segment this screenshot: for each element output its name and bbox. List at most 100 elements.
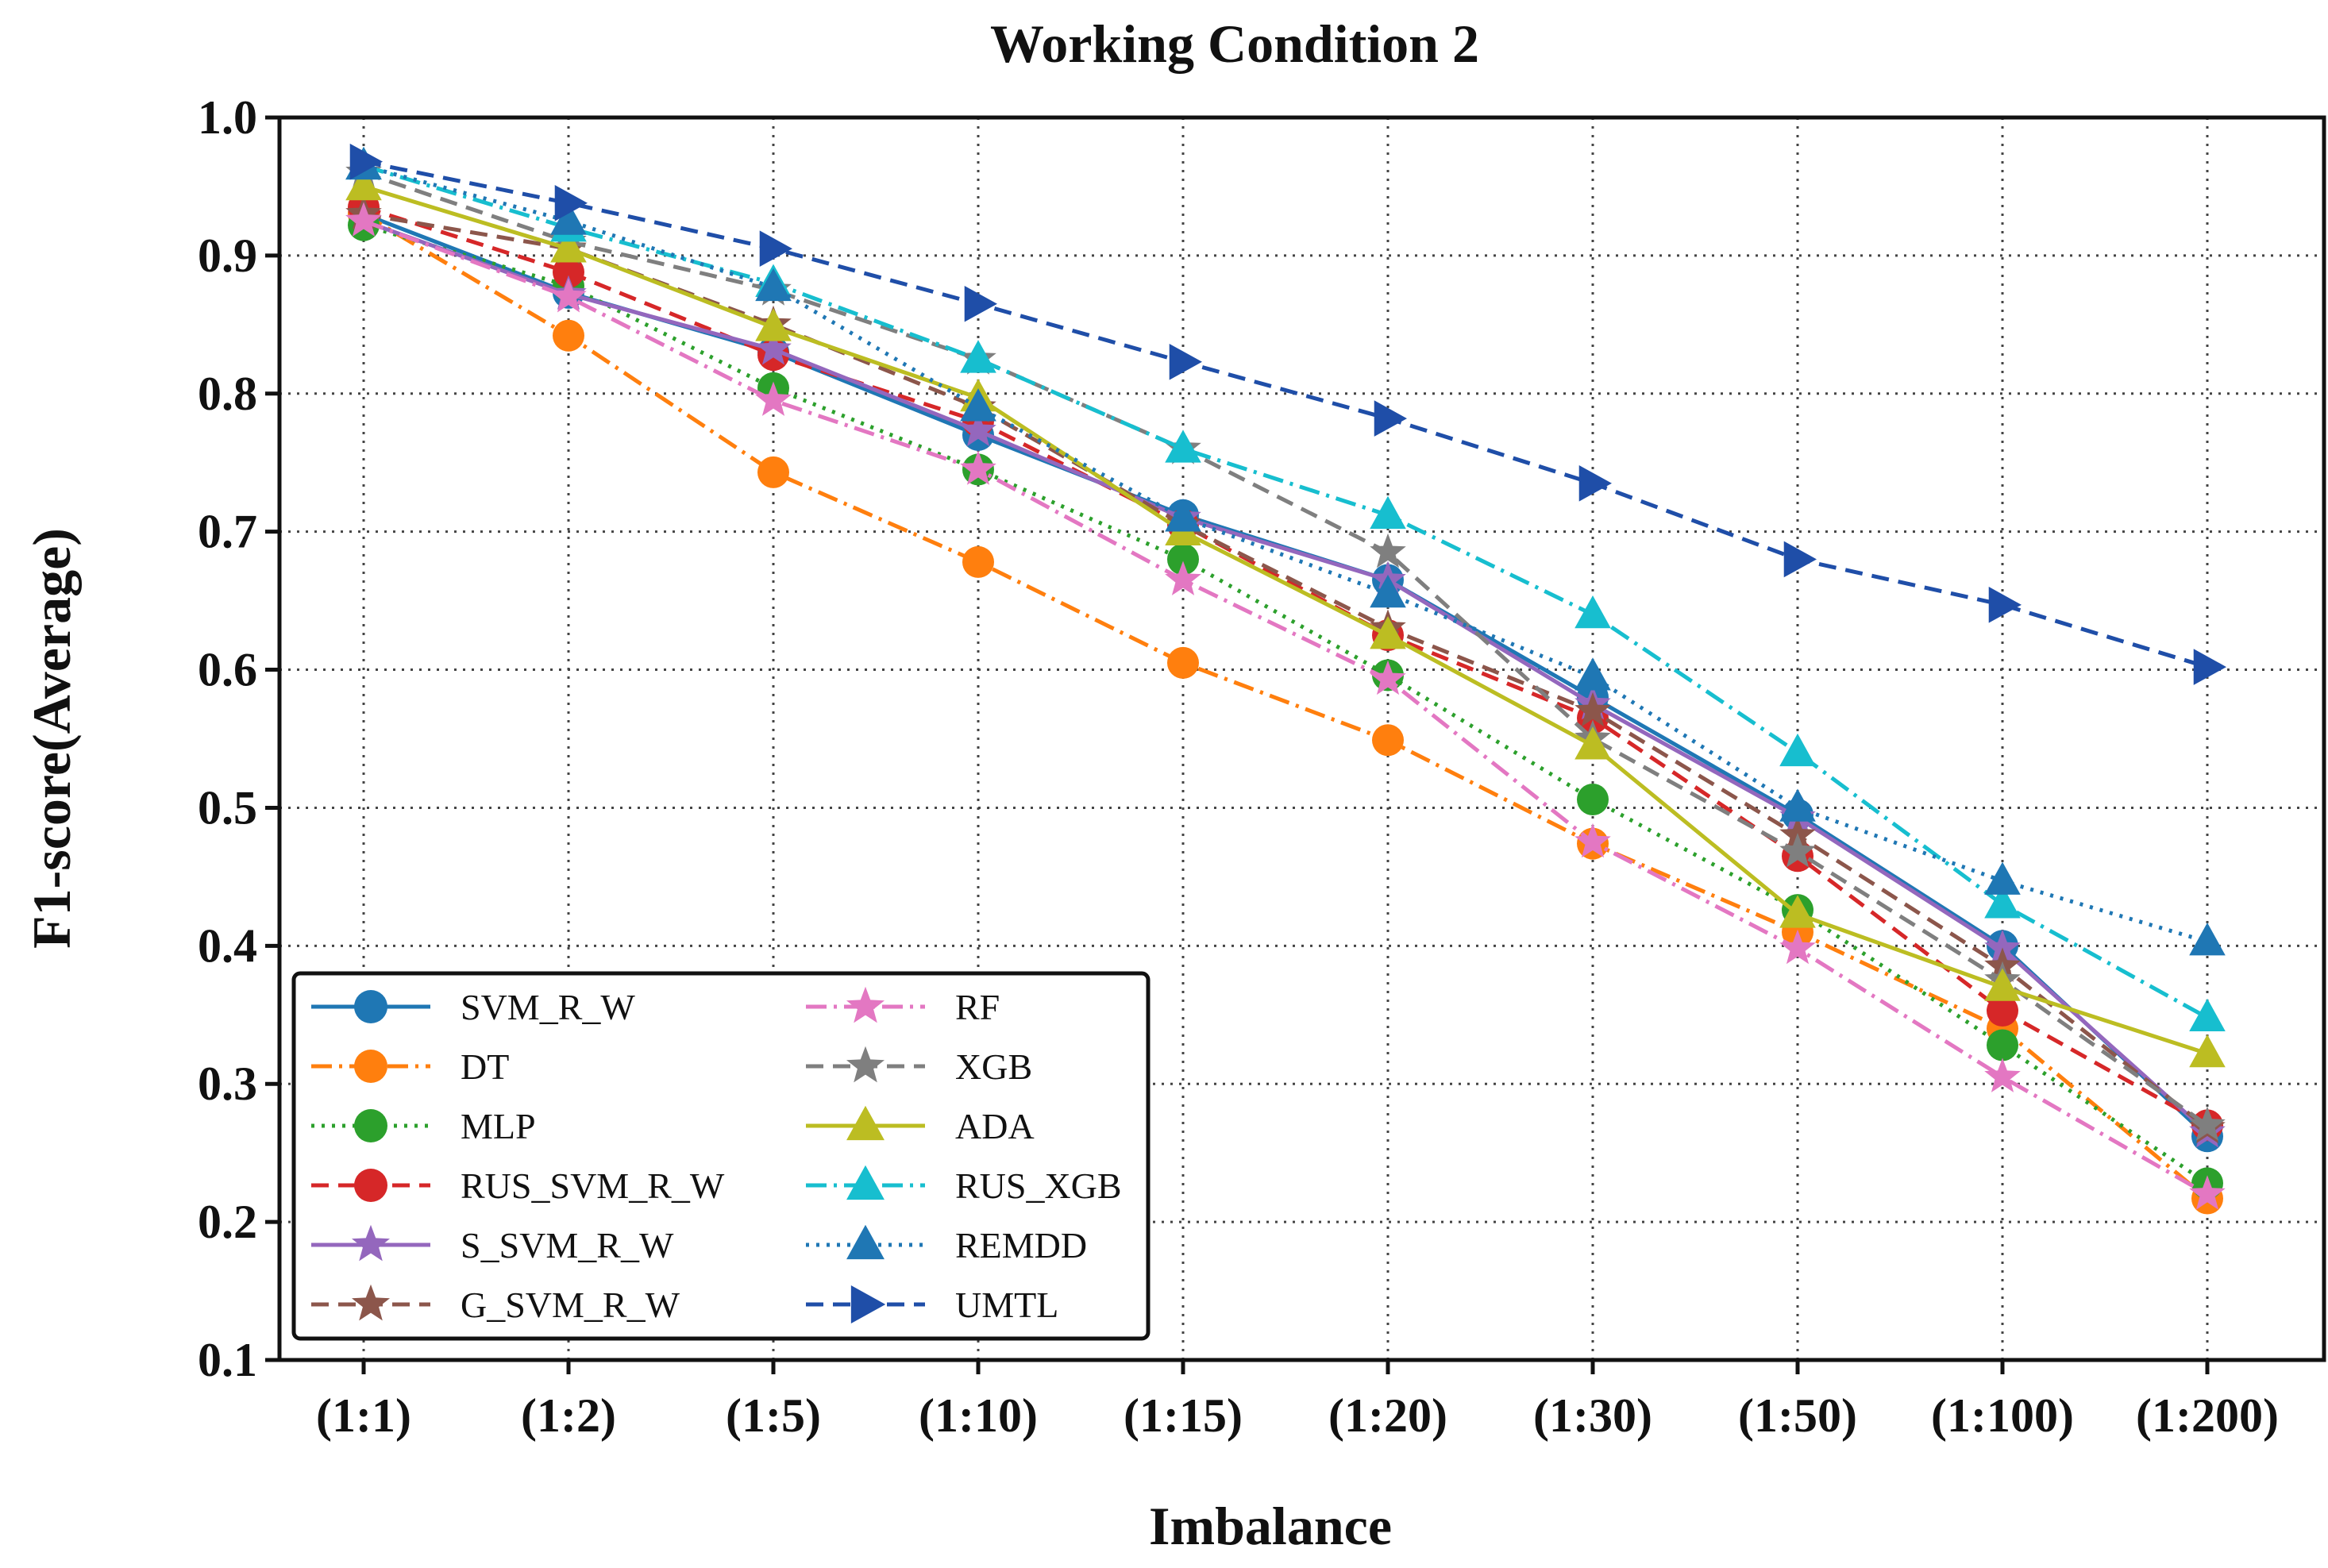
series-line-xgb bbox=[363, 171, 2209, 1127]
series-line-umtl bbox=[363, 160, 2208, 669]
data-point-ada bbox=[1984, 968, 2021, 1001]
legend-label: SVM_R_W bbox=[461, 987, 635, 1027]
y-tick-label: 0.8 bbox=[198, 368, 257, 420]
y-axis-label: F1-score(Average) bbox=[21, 528, 82, 949]
series-line-rus-svm-r-w bbox=[363, 205, 2209, 1127]
series-line-remdd bbox=[363, 164, 2208, 944]
data-point-rf bbox=[960, 450, 996, 485]
y-tick-label: 0.6 bbox=[198, 644, 257, 696]
x-tick-label: (1:2) bbox=[521, 1389, 616, 1442]
y-tick-label: 0.2 bbox=[198, 1196, 257, 1248]
legend-label: REMDD bbox=[955, 1225, 1087, 1266]
legend-marker bbox=[352, 1224, 390, 1262]
data-point-xgb bbox=[2189, 1106, 2226, 1141]
data-point-remdd bbox=[755, 268, 792, 302]
data-point-mlp bbox=[1167, 543, 1199, 576]
x-tick-label: (1:10) bbox=[919, 1389, 1038, 1442]
data-point-remdd bbox=[1370, 574, 1406, 608]
series-group bbox=[345, 143, 2226, 1215]
x-tick-label: (1:200) bbox=[2136, 1389, 2279, 1442]
legend-marker bbox=[354, 990, 387, 1023]
data-point-xgb bbox=[1370, 533, 1406, 568]
data-point-rus-xgb bbox=[1984, 885, 2021, 919]
data-point-rf bbox=[755, 381, 792, 416]
data-point-rus-svm-r-w bbox=[553, 256, 584, 288]
legend-label: UMTL bbox=[955, 1285, 1058, 1325]
data-point-ada bbox=[2189, 1034, 2226, 1068]
data-point-ada bbox=[1574, 726, 1611, 760]
data-point-ada bbox=[755, 308, 792, 341]
series-line-rus-xgb bbox=[363, 164, 2209, 1019]
x-tick-label: (1:50) bbox=[1738, 1389, 1857, 1442]
data-point-rf bbox=[2189, 1175, 2226, 1210]
legend-marker bbox=[354, 1050, 387, 1083]
y-tick-label: 0.7 bbox=[198, 506, 257, 558]
series-line-rf bbox=[363, 219, 2209, 1196]
legend-item-rus-svm-r-w: RUS_SVM_R_W bbox=[311, 1165, 725, 1206]
series-umtl bbox=[349, 143, 2226, 685]
data-point-rus-xgb bbox=[1165, 430, 1201, 463]
data-point-umtl bbox=[349, 143, 383, 180]
data-point-umtl bbox=[1783, 541, 1817, 578]
data-point-rus-xgb bbox=[1370, 495, 1406, 530]
legend-item-s-svm-r-w: S_SVM_R_W bbox=[311, 1224, 674, 1266]
data-point-rf bbox=[550, 278, 587, 313]
legend-label: ADA bbox=[955, 1106, 1035, 1146]
data-point-remdd bbox=[2189, 923, 2226, 956]
y-tick-label: 0.9 bbox=[198, 229, 257, 282]
series-remdd bbox=[345, 146, 2226, 956]
series-ada bbox=[345, 167, 2226, 1068]
data-point-umtl bbox=[759, 230, 792, 267]
data-point-rf bbox=[1984, 1058, 2021, 1092]
series-line-mlp bbox=[363, 223, 2209, 1185]
data-point-xgb bbox=[1779, 833, 1816, 868]
legend-label: RUS_SVM_R_W bbox=[461, 1165, 725, 1206]
data-point-mlp bbox=[1987, 1029, 2018, 1061]
data-point-umtl bbox=[1988, 587, 2022, 623]
data-point-s-svm-r-w bbox=[755, 330, 792, 365]
legend-marker bbox=[354, 1169, 387, 1202]
series-rus-xgb bbox=[345, 146, 2226, 1032]
plot-frame bbox=[277, 115, 2326, 1362]
data-point-remdd bbox=[1984, 861, 2021, 895]
data-point-remdd bbox=[550, 202, 587, 235]
data-point-umtl bbox=[554, 185, 588, 222]
data-point-rus-xgb bbox=[1574, 595, 1611, 629]
legend-label: XGB bbox=[955, 1046, 1032, 1087]
data-point-s-svm-r-w bbox=[960, 411, 996, 447]
data-point-dt bbox=[757, 456, 789, 488]
x-tick-label: (1:1) bbox=[316, 1389, 411, 1442]
data-point-umtl bbox=[1169, 343, 1202, 380]
legend-item-rus-xgb: RUS_XGB bbox=[806, 1165, 1122, 1206]
data-point-umtl bbox=[964, 285, 997, 322]
legend-box bbox=[291, 971, 1151, 1341]
legend-marker bbox=[850, 1285, 886, 1323]
data-point-umtl bbox=[1578, 465, 1612, 502]
legend: SVM_R_W DT MLP RUS_SVM_R_W S_SVM_R_W G_SVM_R_… bbox=[291, 971, 1151, 1341]
series-line-dt bbox=[362, 212, 2209, 1200]
data-point-rf bbox=[1165, 561, 1201, 595]
legend-item-ada: ADA bbox=[806, 1105, 1035, 1146]
data-point-rus-xgb bbox=[1779, 733, 1816, 767]
y-tick-label: 0.5 bbox=[198, 781, 257, 834]
y-tick-label: 0.1 bbox=[198, 1334, 257, 1386]
data-point-dt bbox=[553, 319, 584, 352]
data-point-dt bbox=[1167, 646, 1199, 679]
chart-title: Working Condition 2 bbox=[990, 13, 1479, 74]
legend-label: RF bbox=[955, 987, 1000, 1027]
data-point-ada bbox=[1370, 616, 1406, 649]
legend-item-rf: RF bbox=[806, 986, 1000, 1027]
data-point-rf bbox=[1574, 823, 1611, 858]
data-point-s-svm-r-w bbox=[1984, 929, 2021, 965]
x-tick-label: (1:30) bbox=[1533, 1389, 1652, 1442]
data-point-remdd bbox=[960, 388, 996, 422]
legend-item-g-svm-r-w: G_SVM_R_W bbox=[311, 1284, 680, 1325]
x-tick-label: (1:5) bbox=[726, 1389, 821, 1442]
legend-marker bbox=[846, 986, 885, 1023]
data-point-ada bbox=[345, 167, 382, 201]
data-point-rus-xgb bbox=[2189, 998, 2226, 1032]
legend-item-umtl: UMTL bbox=[806, 1285, 1058, 1325]
y-tick-label: 0.3 bbox=[198, 1058, 257, 1110]
legend-item-svm-r-w: SVM_R_W bbox=[311, 987, 635, 1027]
